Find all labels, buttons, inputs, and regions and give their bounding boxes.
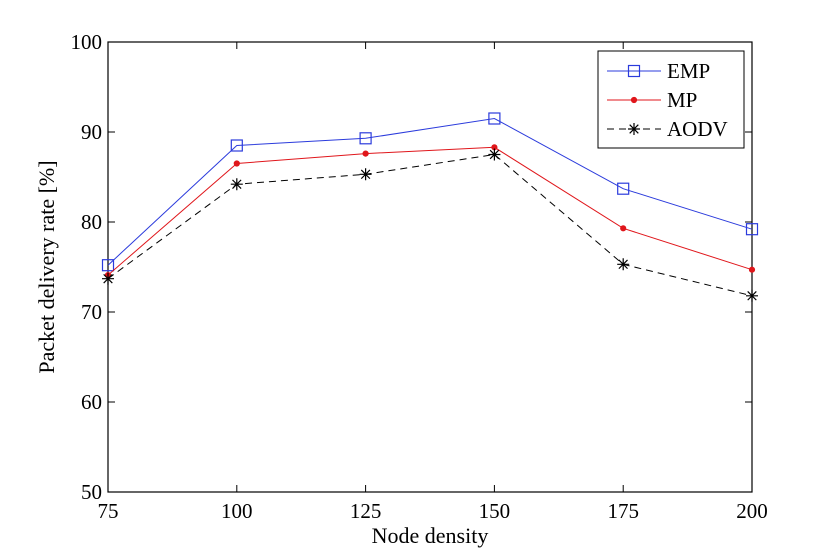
data-point-aodv [488,148,501,161]
data-point-mp [748,266,756,273]
legend-marker-emp [627,64,641,78]
y-tick-label: 90 [81,120,102,144]
x-tick-label: 100 [221,499,253,523]
data-point-aodv [102,272,114,285]
x-tick-label: 200 [736,499,768,523]
data-point-emp [488,112,501,125]
data-point-emp [359,132,372,145]
legend-marker-mp [630,96,638,104]
series-line-aodv [107,153,753,297]
y-tick-label: 70 [81,300,102,324]
y-tick-label: 60 [81,390,102,414]
data-point-aodv [746,289,758,302]
data-point-emp [230,139,243,152]
data-point-aodv [617,258,630,271]
legend-label: AODV [667,117,728,141]
y-axis-title: Packet delivery rate [%] [34,160,59,373]
x-tick-label: 75 [98,499,119,523]
data-point-aodv [230,178,243,191]
x-tick-label: 175 [607,499,639,523]
data-point-mp [362,150,369,157]
legend-label: MP [667,88,697,112]
y-tick-label: 100 [71,30,103,54]
y-tick-label: 80 [81,210,102,234]
legend-label: EMP [667,59,710,83]
data-point-mp [233,160,240,167]
series-line-emp [107,117,753,266]
y-tick-label: 50 [81,480,102,504]
axis-ticks: 75 100 125 150 175 200 50 60 70 80 90 100 [71,30,768,523]
legend-item-mp: MP [607,88,697,112]
legend-marker-aodv [628,123,640,135]
data-point-mp [620,225,627,232]
series-layer [101,112,759,302]
data-point-emp [101,259,115,272]
legend: EMP MP AODV [597,50,745,149]
series-line-mp [107,146,753,276]
x-tick-label: 125 [350,499,382,523]
data-point-emp [617,182,630,195]
series-emp [101,112,759,272]
series-mp [104,144,756,279]
legend-item-aodv: AODV [607,117,728,141]
data-point-emp [745,223,759,236]
x-tick-label: 150 [479,499,511,523]
x-axis-title: Node density [372,523,489,548]
legend-item-emp: EMP [607,59,710,83]
data-point-aodv [359,168,372,181]
series-aodv [102,148,758,302]
